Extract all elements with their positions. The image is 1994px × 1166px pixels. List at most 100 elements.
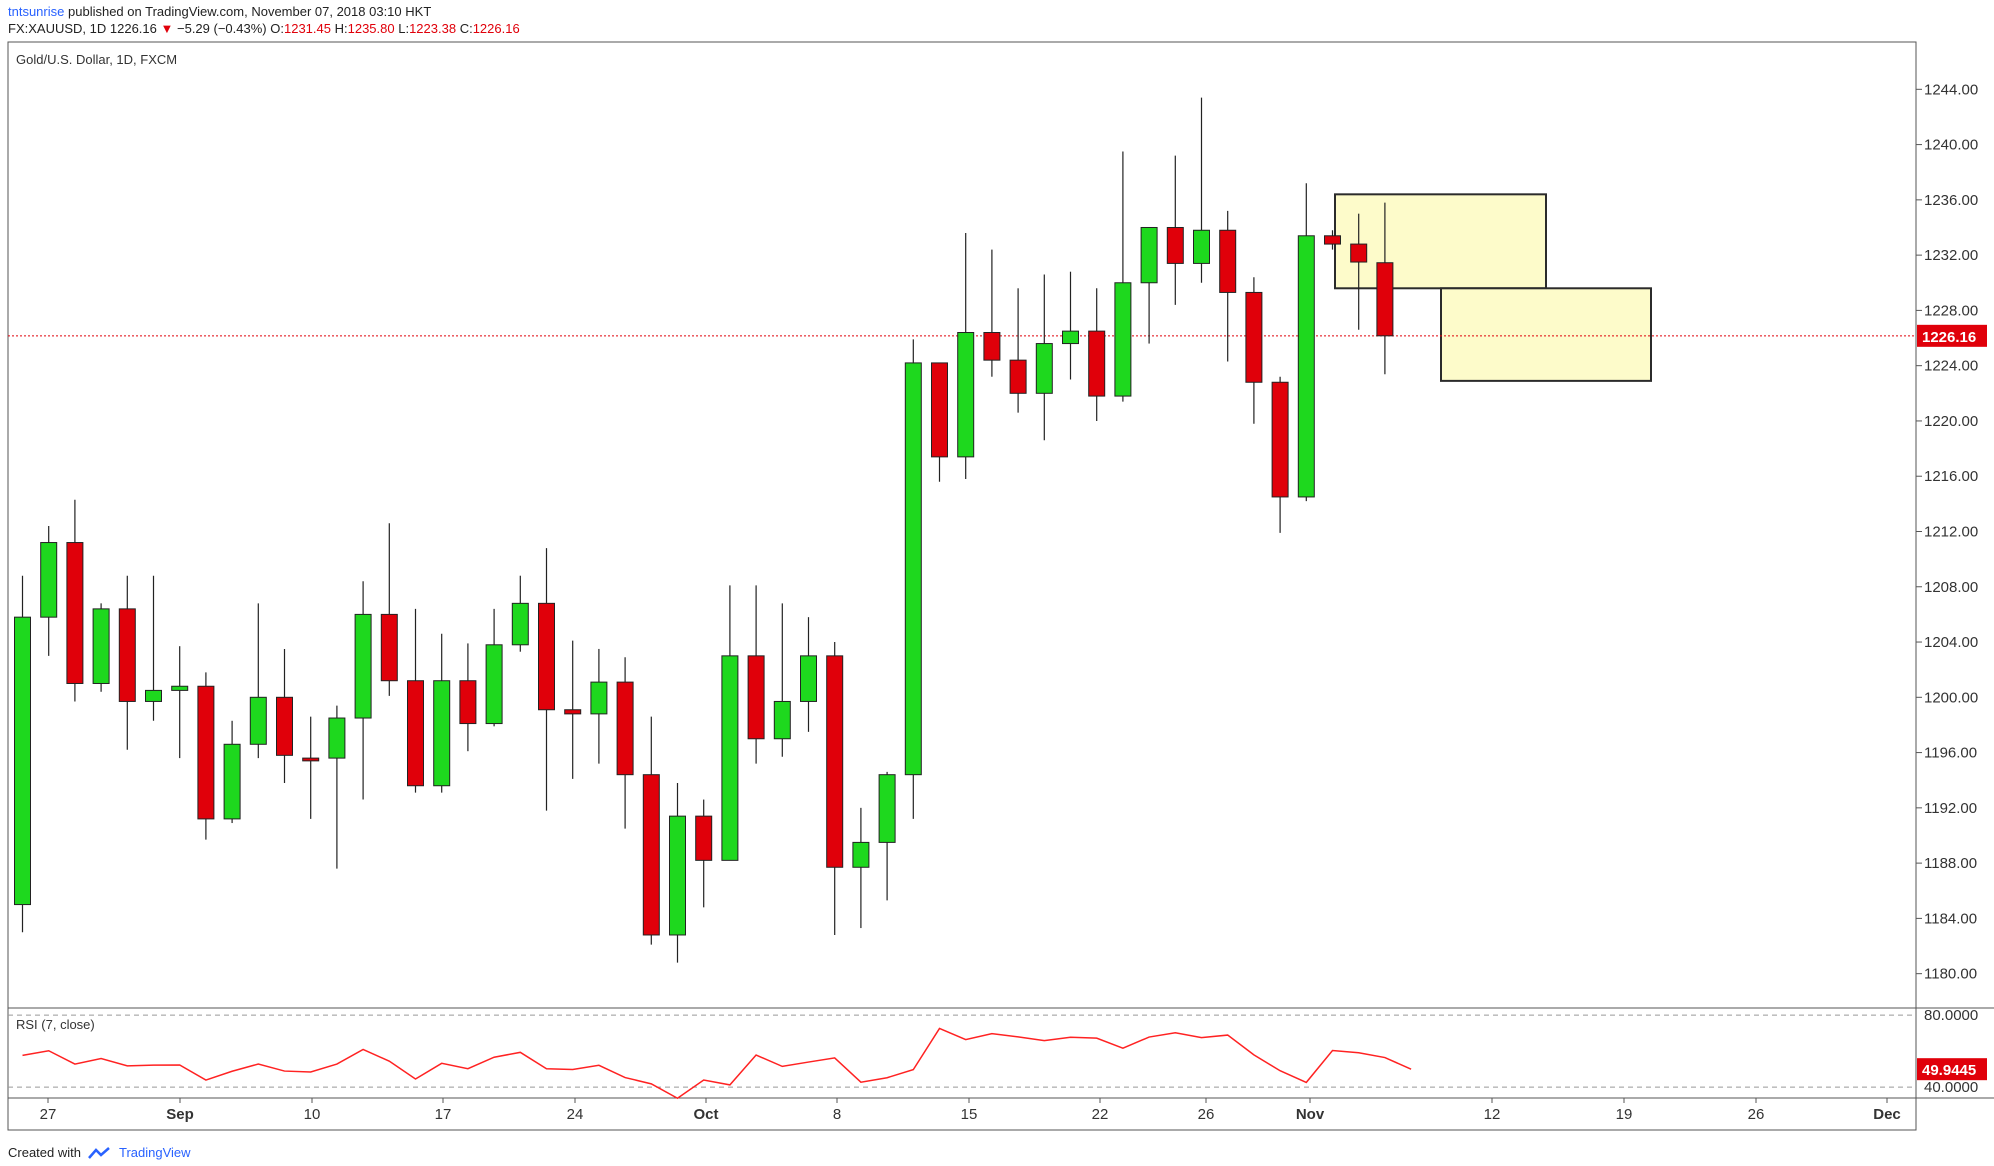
candle-body [931,362,948,458]
candle-body [826,655,844,868]
candle-body [747,655,765,740]
candle-body [511,602,529,646]
candle-body [1009,359,1027,394]
rsi-value-label: 49.9445 [1922,1062,1976,1079]
candle-body [1140,226,1158,284]
symbol-label: FX:XAUUSD, 1D [8,21,107,36]
price-tick-label: 1244.00 [1924,81,1978,98]
candle-body [1324,235,1341,245]
time-tick-label: 24 [567,1106,584,1123]
price-tick-label: 1204.00 [1924,634,1978,651]
candle-body [1245,291,1263,383]
resistance-zone-box [1334,193,1547,290]
candle-body [721,655,739,861]
price-tick-label: 1188.00 [1924,855,1977,872]
candle-body [1166,226,1184,264]
close-label: C: [459,21,473,36]
candle-body [407,680,424,787]
candle-body [642,774,660,936]
publish-line: tntsunrise published on TradingView.com,… [8,4,431,19]
price-tick-label: 1220.00 [1924,413,1978,430]
candle-body [1376,262,1394,337]
price-tick-label: 1180.00 [1924,966,1977,983]
time-tick-label: 15 [961,1106,978,1123]
candle-body [800,655,817,702]
time-tick-label: Sep [166,1106,194,1123]
footer: Created with TradingView [8,1145,191,1160]
candle-body [1297,235,1315,498]
price-tick-label: 1208.00 [1924,579,1978,596]
candle-body [118,608,136,702]
last-price: 1226.16 [109,21,157,36]
candle-body [1271,381,1289,498]
time-tick-label: 26 [1198,1106,1215,1123]
close-value: 1226.16 [472,21,520,36]
last-price-label: 1226.16 [1922,329,1976,346]
candle-body [852,841,870,868]
candle-body [773,700,791,740]
candle-body [564,709,582,715]
candle-body [328,717,346,759]
candle-body [904,362,922,776]
price-tick-label: 1228.00 [1924,302,1978,319]
candle-body [433,680,451,787]
candle-body [1350,243,1368,263]
candle-body [14,616,31,906]
high-value: 1235.80 [347,21,395,36]
time-tick-label: 17 [435,1106,452,1123]
price-tick-label: 1224.00 [1924,358,1978,375]
open-value: 1231.45 [283,21,331,36]
tradingview-logo-icon [88,1146,110,1159]
candle-body [276,696,293,756]
candle-body [1088,330,1106,397]
rsi-title: RSI (7, close) [16,1017,95,1032]
price-tick-label: 1212.00 [1924,523,1978,540]
open-label: O: [270,21,284,36]
candle-body [459,680,477,725]
candle-body [485,644,503,725]
candle-body [40,542,58,618]
candle-body [1193,229,1210,264]
low-value: 1223.38 [409,21,457,36]
change-value: −5.29 (−0.43%) [177,21,267,36]
chart-frame [7,41,1917,1131]
price-tick-label: 1216.00 [1924,468,1978,485]
candle-body [249,696,267,745]
publisher-name[interactable]: tntsunrise [8,4,65,19]
time-tick-label: 27 [40,1106,57,1123]
support-zone-box [1440,287,1652,382]
price-tick-label: 1184.00 [1924,910,1977,927]
time-tick-label: 22 [1092,1106,1109,1123]
rsi-line [22,1027,1412,1100]
time-tick-label: Nov [1296,1106,1325,1123]
time-tick-label: 26 [1748,1106,1765,1123]
candle-body [878,774,896,843]
published-text: published on TradingView.com, November 0… [68,4,432,19]
last-price-badge [1917,324,1987,347]
time-tick-label: 19 [1616,1106,1633,1123]
time-tick-label: Oct [693,1106,718,1123]
candle-body [590,681,608,715]
price-tick-label: 1232.00 [1924,247,1978,264]
tradingview-brand[interactable]: TradingView [118,1145,191,1160]
candle-body [1219,229,1237,293]
time-tick-label: 8 [833,1106,841,1123]
candle-body [957,332,975,458]
time-tick-label: Dec [1873,1106,1901,1123]
price-tick-label: 1192.00 [1924,800,1977,817]
price-tick-label: 1200.00 [1924,689,1978,706]
candle-body [1035,343,1053,394]
low-label: L: [398,21,410,36]
candle-body [354,613,372,719]
price-tick-label: 1196.00 [1924,745,1977,762]
rsi-tick-label: 80.0000 [1924,1007,1978,1024]
down-arrow-icon: ▼ [160,21,174,36]
candle-body [223,743,241,820]
candle-body [92,608,110,684]
candle-body [1114,282,1132,397]
high-label: H: [334,21,348,36]
chart-title: Gold/U.S. Dollar, 1D, FXCM [16,52,177,67]
rsi-value-badge [1917,1058,1987,1081]
candle-body [302,757,320,762]
